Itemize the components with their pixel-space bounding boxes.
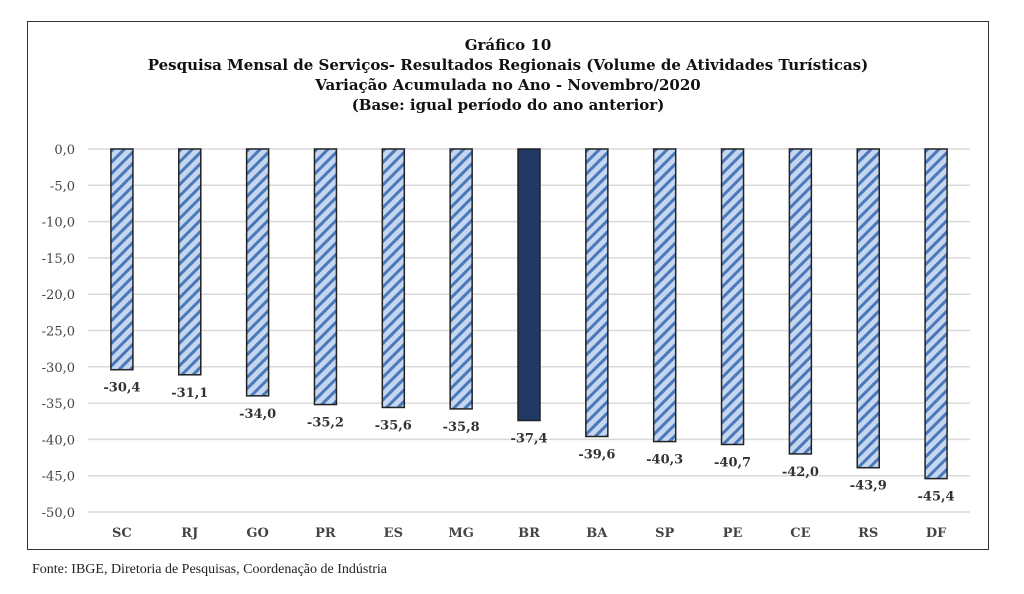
chart-subtitle-1: Pesquisa Mensal de Serviços- Resultados … (147, 56, 869, 74)
x-tick-label: GO (246, 526, 268, 541)
chart-titles: Gráfico 10 Pesquisa Mensal de Serviços- … (27, 35, 989, 115)
bar-BR (517, 148, 541, 422)
y-tick-label: -10,0 (42, 216, 75, 231)
x-tick-label: SC (112, 526, 132, 541)
x-tick-label: PR (315, 526, 336, 541)
bar-CE (788, 148, 813, 455)
bar-PE (720, 148, 745, 446)
x-tick-label: MG (448, 526, 474, 541)
bar-SP (652, 148, 677, 443)
y-tick-label: -20,0 (42, 288, 75, 303)
bar-PR (313, 148, 338, 406)
bar-ES (381, 148, 406, 409)
data-label: -40,3 (646, 453, 683, 468)
data-label: -31,1 (171, 386, 208, 401)
bar-MG (449, 148, 473, 410)
chart-subtitle-3: (Base: igual período do ano anterior) (351, 96, 665, 114)
x-tick-label: DF (926, 526, 947, 541)
data-label: -39,6 (578, 447, 615, 462)
chart-subtitle-2: Variação Acumulada no Ano - Novembro/202… (315, 76, 701, 94)
bar-DF (924, 148, 948, 480)
y-tick-label: -45,0 (42, 470, 75, 485)
x-tick-label: SP (655, 526, 674, 541)
x-tick-label: PE (723, 526, 743, 541)
y-tick-label: -15,0 (42, 252, 75, 267)
data-label: -34,0 (239, 407, 276, 422)
source-note: Fonte: IBGE, Diretoria de Pesquisas, Coo… (32, 562, 387, 577)
chart-frame (27, 21, 989, 550)
y-tick-label: -50,0 (42, 506, 75, 521)
x-tick-label: RS (858, 526, 878, 541)
bar-RJ (178, 148, 202, 376)
x-tick-label: CE (790, 526, 810, 541)
data-label: -35,2 (307, 416, 344, 431)
x-tick-label: ES (384, 526, 403, 541)
data-label: -30,4 (103, 381, 140, 396)
x-tick-label: RJ (181, 526, 198, 541)
bar-SC (110, 148, 134, 371)
data-label: -35,8 (443, 420, 480, 435)
x-tick-label: BA (586, 526, 608, 541)
bar-BA (585, 148, 609, 438)
data-label: -35,6 (375, 418, 412, 433)
x-tick-label: BR (518, 526, 540, 541)
y-tick-label: -40,0 (42, 433, 75, 448)
y-tick-label: -30,0 (42, 361, 75, 376)
data-label: -45,4 (918, 490, 955, 505)
chart-title: Gráfico 10 (464, 36, 552, 54)
bar-GO (245, 148, 270, 397)
data-label: -42,0 (782, 465, 819, 480)
y-tick-label: -25,0 (42, 325, 75, 340)
bar-RS (856, 148, 880, 469)
y-tick-label: 0,0 (54, 143, 75, 158)
data-label: -40,7 (714, 455, 751, 470)
data-label: -37,4 (510, 432, 547, 447)
y-tick-label: -35,0 (42, 397, 75, 412)
y-tick-label: -5,0 (50, 179, 75, 194)
data-label: -43,9 (850, 479, 887, 494)
